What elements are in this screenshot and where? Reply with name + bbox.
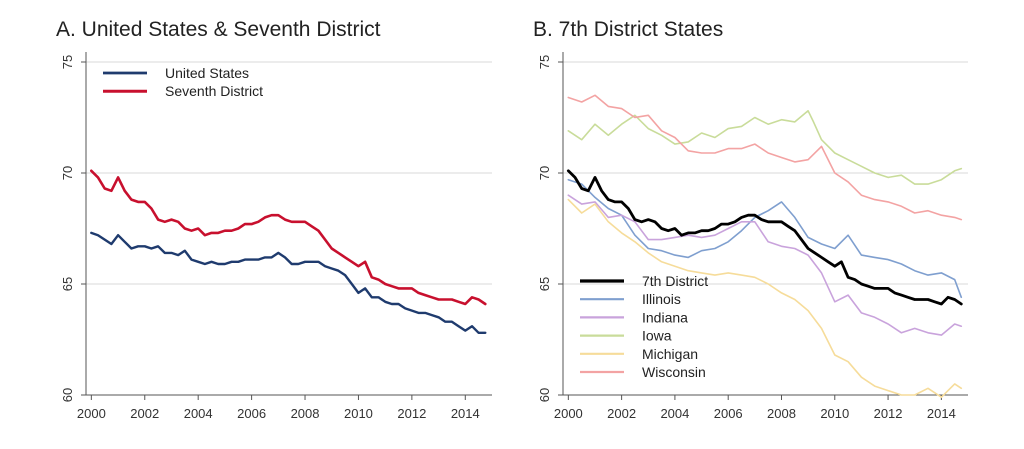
chart-panel-a: 60 65 70 75 2000 2002 2004 2006 2008 2010 2012 2014… <box>60 52 492 421</box>
p1-series-line-wisconsin <box>567 94 963 221</box>
p1-series-line-7th-district <box>566 169 963 306</box>
p1-x-tick-label-2000: 2000 <box>554 406 583 421</box>
p0-legend-label-united-states: United States <box>165 65 249 81</box>
p1-x-tick-label-2006: 2006 <box>714 406 743 421</box>
p0-legend-label-seventh-district: Seventh District <box>165 83 263 99</box>
p1-legend-label-wisconsin: Wisconsin <box>642 364 706 380</box>
p1-x-tick-label-2004: 2004 <box>660 406 689 421</box>
p0-x-tick-label-2000: 2000 <box>77 406 106 421</box>
p1-series-line-michigan <box>567 198 963 398</box>
p1-series-line-indiana <box>567 194 963 336</box>
p0-series-line-seventh-district <box>90 169 487 306</box>
p1-legend-label-indiana: Indiana <box>642 309 688 325</box>
p1-legend-label-michigan: Michigan <box>642 346 698 362</box>
p1-legend-label-illinois: Illinois <box>642 291 681 307</box>
p0-x-tick-label-2006: 2006 <box>237 406 266 421</box>
p1-y-tick-label-65: 65 <box>537 277 552 291</box>
p1-series-line-illinois <box>567 178 963 299</box>
panel-a-title: A. United States & Seventh District <box>56 18 381 41</box>
p1-y-tick-label-70: 70 <box>537 166 552 180</box>
p1-x-tick-label-2002: 2002 <box>607 406 636 421</box>
p0-x-tick-label-2012: 2012 <box>397 406 426 421</box>
p1-x-tick-label-2010: 2010 <box>820 406 849 421</box>
p0-x-tick-label-2010: 2010 <box>344 406 373 421</box>
p0-x-tick-label-2004: 2004 <box>184 406 213 421</box>
p1-legend-label-iowa: Iowa <box>642 328 672 344</box>
p0-x-tick-label-2008: 2008 <box>291 406 320 421</box>
p0-y-tick-label-70: 70 <box>60 166 75 180</box>
p0-series-line-united-states <box>90 231 487 334</box>
p1-x-tick-label-2012: 2012 <box>874 406 903 421</box>
panel-b-title: B. 7th District States <box>533 18 724 41</box>
p0-y-tick-label-75: 75 <box>60 55 75 69</box>
p1-x-tick-label-2008: 2008 <box>767 406 796 421</box>
p0-x-tick-label-2002: 2002 <box>130 406 159 421</box>
p1-x-tick-label-2014: 2014 <box>927 406 956 421</box>
p0-y-tick-label-65: 65 <box>60 277 75 291</box>
p0-x-tick-label-2014: 2014 <box>451 406 480 421</box>
p1-y-tick-label-60: 60 <box>537 388 552 402</box>
p0-y-tick-label-60: 60 <box>60 388 75 402</box>
p1-legend-label-7th-district: 7th District <box>642 273 708 289</box>
p1-y-tick-label-75: 75 <box>537 55 552 69</box>
